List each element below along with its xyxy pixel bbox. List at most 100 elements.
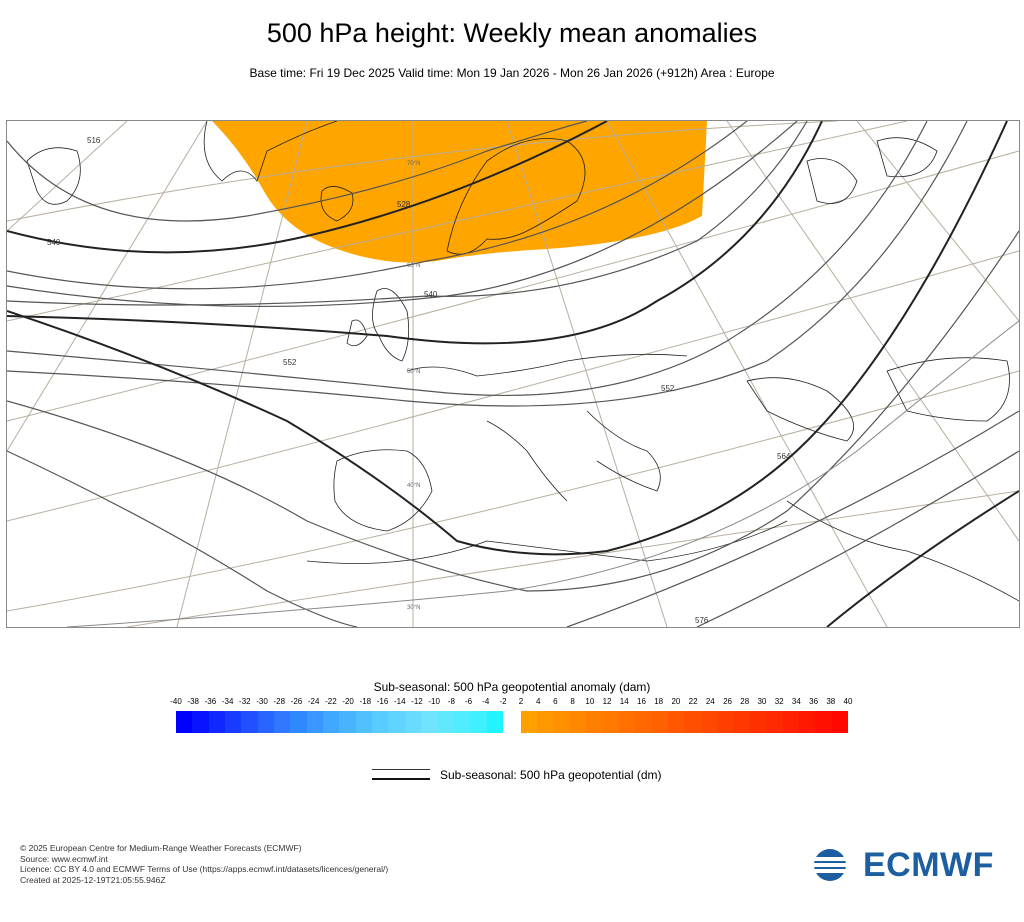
colorbar-swatch [208, 711, 226, 733]
contour-label: 552 [661, 384, 675, 393]
coastlines [26, 121, 1019, 602]
ecmwf-logo-icon [814, 849, 856, 881]
colorbar-tick-label: -2 [499, 697, 507, 706]
colorbar-swatch [570, 711, 587, 733]
colorbar-tick-label: 4 [535, 697, 541, 706]
colorbar-swatch [619, 711, 636, 733]
contour-labels: 540 540 552 552 564 576 528 516 [47, 136, 791, 625]
colorbar-tick-label: 22 [688, 697, 698, 706]
colorbar-swatch [815, 711, 832, 733]
colorbar-swatch [700, 711, 718, 733]
colorbar-swatch [388, 711, 405, 733]
colorbar-tick-label: 8 [570, 697, 575, 706]
colorbar-tick-label: 10 [585, 697, 595, 706]
colorbar-tick-label: -30 [256, 697, 268, 706]
colorbar-title: Sub-seasonal: 500 hPa geopotential anoma… [373, 680, 651, 694]
colorbar-tick-label: 40 [843, 697, 853, 706]
colorbar-swatch [782, 711, 799, 733]
colorbar-tick-label: -14 [393, 697, 406, 706]
colorbar-tick-label: 24 [705, 697, 715, 706]
colorbar-swatch [437, 711, 454, 733]
colorbar-tick-label: -28 [273, 697, 286, 706]
colorbar-tick-label: 28 [740, 697, 750, 706]
colorbar-tick-label: -18 [359, 697, 372, 706]
colorbar-swatch [668, 711, 685, 733]
contour-label: 528 [397, 200, 411, 209]
colorbar-tick-label: -20 [342, 697, 354, 706]
colorbar-swatch [651, 711, 669, 733]
colorbar-tick-label: 26 [723, 697, 732, 706]
colorbar-tick-label: 34 [791, 697, 801, 706]
contour-label: 540 [47, 238, 61, 247]
colorbar-tick-label: 30 [757, 697, 767, 706]
colorbar-swatch [521, 711, 538, 733]
latitude-labels: 70°N 60°N 50°N 40°N 30°N [407, 161, 420, 611]
colorbar-tick-label: 12 [602, 697, 612, 706]
colorbar-swatch [176, 711, 193, 733]
contour-label: 516 [87, 136, 101, 145]
colorbar-tick-label: 32 [774, 697, 784, 706]
chart-subtitle: Base time: Fri 19 Dec 2025 Valid time: M… [249, 66, 775, 80]
ecmwf-logo[interactable]: ECMWF [813, 845, 994, 885]
colorbar-tick-labels: -40 -38 -36 -34 -32 -30 -28 -26 -24 -22 -20 -18 -16-… [0, 697, 1024, 709]
colorbar-swatch [225, 711, 242, 733]
contour-label: 552 [283, 358, 297, 367]
lat-label: 40°N [407, 483, 420, 489]
colorbar-tick-label: -4 [482, 697, 490, 706]
colorbar-swatch [404, 711, 422, 733]
colorbar-positive [521, 711, 848, 733]
contour-label: 564 [777, 452, 791, 461]
colorbar-tick-label: -12 [411, 697, 423, 706]
colorbar-swatch [274, 711, 291, 733]
colorbar-tick-label: -36 [204, 697, 217, 706]
colorbar-swatch [339, 711, 356, 733]
colorbar-swatch [257, 711, 275, 733]
colorbar-swatch [717, 711, 734, 733]
colorbar-tick-label: -38 [187, 697, 199, 706]
colorbar-tick-label: 14 [619, 697, 629, 706]
colorbar-tick-label: 38 [826, 697, 836, 706]
copyright-text: © 2025 European Centre for Medium-Range … [20, 843, 302, 853]
colorbar-swatch [486, 711, 503, 733]
lat-label: 60°N [407, 263, 420, 269]
map-svg: 540 540 552 552 564 576 528 516 70°N 60°… [7, 121, 1019, 627]
positive-anomaly-area [212, 121, 707, 263]
colorbar-tick-label: -26 [290, 697, 303, 706]
colorbar-swatch [323, 711, 340, 733]
colorbar-swatch [537, 711, 554, 733]
colorbar-tick-label: -10 [428, 697, 440, 706]
geopotential-contours [7, 121, 1019, 627]
legend-label: Sub-seasonal: 500 hPa geopotential (dm) [440, 768, 662, 782]
lat-label: 50°N [407, 369, 420, 375]
colorbar-tick-label: 18 [654, 697, 664, 706]
chart-title: 500 hPa height: Weekly mean anomalies [266, 18, 758, 48]
colorbar-tick-label: -40 [170, 697, 182, 706]
colorbar-tick-label: -6 [465, 697, 473, 706]
colorbar-swatch [290, 711, 307, 733]
colorbar-tick-label: -32 [239, 697, 251, 706]
footer: © 2025 European Centre for Medium-Range … [20, 843, 388, 885]
colorbar-tick-label: 16 [637, 697, 646, 706]
colorbar-swatch [586, 711, 603, 733]
colorbar-negative [176, 711, 503, 733]
lat-label: 70°N [407, 161, 420, 167]
lat-label: 30°N [407, 605, 420, 611]
colorbar-tick-label: -16 [376, 697, 389, 706]
colorbar-swatch [470, 711, 487, 733]
colorbar-swatch [831, 711, 848, 733]
colorbar-swatch [635, 711, 652, 733]
colorbar-swatch [749, 711, 767, 733]
colorbar-tick-label: 36 [809, 697, 819, 706]
colorbar-swatch [421, 711, 438, 733]
source-text: Source: www.ecmwf.int [20, 853, 108, 864]
created-text: Created at 2025-12-19T21:05:55.946Z [20, 874, 166, 885]
colorbar-swatch [241, 711, 258, 733]
colorbar-tick-label: -34 [221, 697, 234, 706]
colorbar-swatch [192, 711, 209, 733]
contour-label: 540 [424, 290, 438, 299]
colorbar-tick-label: 6 [553, 697, 558, 706]
colorbar-swatch [553, 711, 571, 733]
graticule [7, 121, 1019, 627]
colorbar-tick-label: 2 [518, 697, 524, 706]
map-panel[interactable]: 540 540 552 552 564 576 528 516 70°N 60°… [6, 120, 1020, 628]
